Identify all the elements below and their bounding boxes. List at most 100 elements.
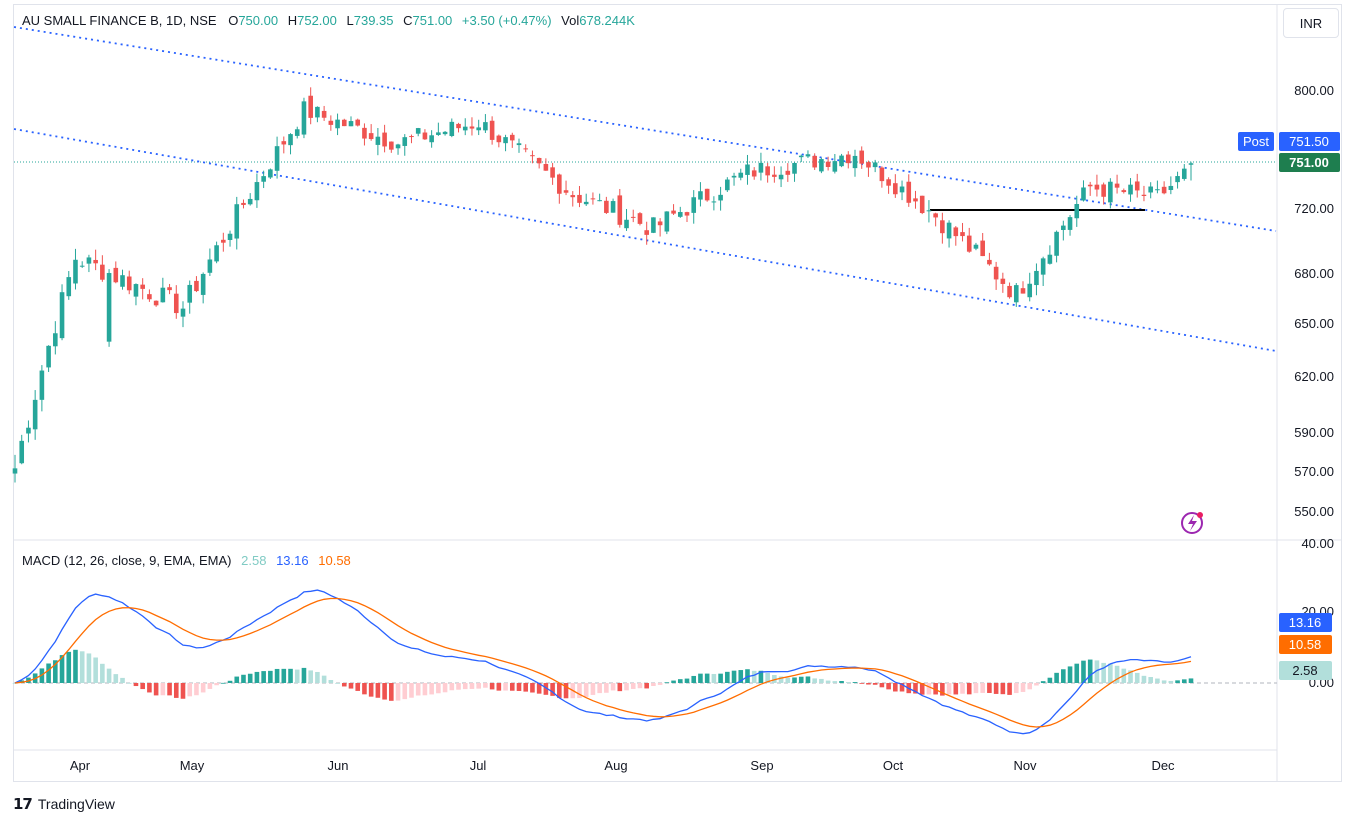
macd-histogram-bar	[503, 683, 508, 691]
candle-body	[1148, 186, 1153, 193]
macd-histogram-bar	[691, 675, 697, 683]
macd-histogram-bar	[960, 683, 965, 694]
candle-body	[758, 162, 764, 173]
price-tick-label: 570.00	[1294, 464, 1334, 479]
time-tick-label: Jun	[328, 758, 349, 773]
macd-histogram-bar	[86, 653, 92, 683]
candle-body	[415, 128, 421, 134]
macd-histogram-bar	[805, 676, 811, 683]
candle-body	[664, 211, 670, 232]
macd-histogram-bar	[590, 683, 596, 695]
macd-histogram-bar	[106, 668, 112, 683]
high-value: 752.00	[297, 13, 337, 28]
macd-histogram-bar	[751, 670, 757, 683]
macd-histogram-bar	[160, 683, 166, 696]
macd-histogram-bar	[348, 683, 354, 689]
macd-histogram-bar	[718, 673, 723, 683]
macd-histogram-bar	[1067, 666, 1073, 683]
candle-body	[382, 132, 387, 147]
candle-body	[395, 144, 401, 149]
candle-body	[1114, 183, 1120, 188]
symbol-title: AU SMALL FINANCE B, 1D, NSE	[22, 13, 217, 28]
candle-body	[288, 134, 293, 146]
macd-histogram-bar	[341, 683, 347, 687]
macd-histogram-bar	[1034, 683, 1039, 686]
macd-histogram-bar	[536, 683, 542, 694]
macd-histogram-bar	[792, 677, 797, 683]
tradingview-logo[interactable]: 17 TradingView	[13, 795, 115, 813]
candle-body	[93, 259, 98, 264]
macd-histogram-bar	[698, 673, 703, 683]
candle-body	[341, 119, 347, 127]
macd-histogram-bar	[12, 683, 18, 684]
candle-body	[53, 333, 58, 347]
candle-body	[563, 190, 569, 193]
candle-body	[725, 179, 730, 191]
open-value: 750.00	[238, 13, 279, 28]
candle-body	[899, 186, 905, 193]
candle-body	[86, 257, 92, 264]
candle-body	[362, 127, 367, 139]
candle-body	[557, 174, 562, 194]
macd-histogram-bar	[819, 678, 824, 683]
candle-body	[617, 195, 623, 225]
candle-body	[234, 204, 240, 239]
macd-histogram-bar	[765, 672, 770, 683]
candle-body	[422, 132, 428, 140]
macd-histogram-bar	[402, 683, 408, 700]
candle-body	[859, 150, 865, 164]
macd-histogram-bar	[436, 683, 441, 694]
low-label: L	[346, 13, 354, 28]
tradingview-wordmark: TradingView	[37, 796, 115, 812]
candle-body	[852, 155, 858, 169]
macd-histogram-bar	[221, 682, 226, 684]
candle-body	[402, 137, 408, 146]
macd-histogram-bar	[227, 680, 233, 683]
candle-body	[966, 235, 972, 252]
macd-histogram-bar	[173, 683, 179, 698]
candle-body	[684, 212, 690, 216]
time-tick-label: Nov	[1013, 758, 1037, 773]
candle-body	[980, 240, 985, 257]
macd-histogram-bar	[462, 683, 468, 690]
macd-histogram-bar	[879, 683, 885, 688]
macd-histogram-bar	[214, 683, 219, 686]
candle-body	[180, 308, 186, 317]
macd-histogram-bar	[926, 683, 932, 695]
candle-body	[442, 131, 448, 135]
macd-hist-value: 2.58	[241, 553, 267, 568]
candle-body	[79, 265, 85, 267]
candle-body	[241, 202, 246, 205]
macd-histogram-bar	[113, 674, 119, 683]
macd-histogram-bar	[940, 683, 945, 696]
candle-body	[1061, 225, 1066, 230]
candle-body	[1007, 285, 1012, 298]
low-value: 739.35	[353, 13, 394, 28]
candle-body	[704, 188, 710, 201]
candle-body	[483, 122, 488, 131]
macd-histogram-bar	[268, 670, 273, 683]
macd-histogram-bar	[308, 670, 313, 683]
macd-title: MACD (12, 26, close, 9, EMA, EMA)	[22, 553, 232, 568]
macd-histogram-bar	[254, 671, 260, 683]
time-tick-label: Aug	[604, 758, 627, 773]
macd-histogram-bar	[368, 683, 374, 697]
candle-body	[792, 162, 797, 174]
macd-histogram-bar	[133, 683, 139, 687]
macd-histogram-bar	[516, 683, 522, 691]
macd-histogram-bar	[180, 683, 186, 699]
macd-histogram-bar	[1074, 663, 1080, 683]
candle-body	[1034, 270, 1039, 286]
candle-body	[805, 154, 811, 157]
currency-button[interactable]: INR	[1283, 8, 1339, 38]
candle-body	[214, 245, 219, 262]
candle-body	[691, 197, 697, 213]
candle-body	[409, 136, 414, 138]
macd-legend: MACD (12, 26, close, 9, EMA, EMA) 2.58 1…	[22, 553, 351, 568]
macd-histogram-bar	[1175, 680, 1180, 683]
macd-histogram-bar	[886, 683, 891, 690]
candle-body	[321, 110, 327, 118]
macd-histogram-bar	[321, 675, 327, 683]
candle-body	[993, 266, 999, 280]
